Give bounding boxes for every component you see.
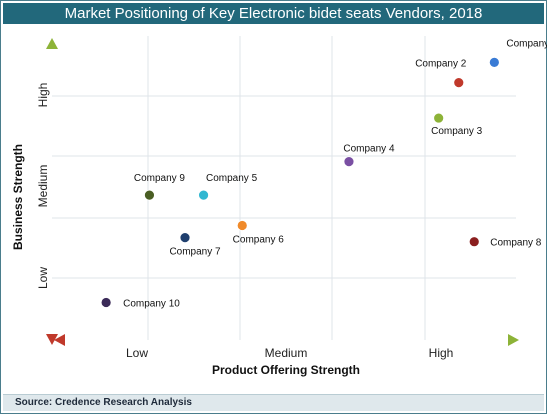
data-point [343, 156, 355, 168]
point-label: Company 3 [431, 126, 483, 137]
point-label: Company 2 [415, 59, 467, 70]
point-label: Company 5 [206, 173, 258, 184]
title-bar: Market Positioning of Key Electronic bid… [3, 3, 544, 24]
chart-title: Market Positioning of Key Electronic bid… [64, 5, 483, 22]
y-tick-label: Medium [36, 165, 50, 208]
data-point [488, 56, 500, 68]
grid-lines [52, 36, 516, 340]
point-labels: Company 1 Company 2 Company 3 Company 4 Comp… [123, 38, 547, 309]
point-label: Company 6 [233, 234, 285, 245]
data-point [453, 77, 465, 89]
point-label: Company 7 [169, 247, 221, 258]
data-point [433, 112, 445, 124]
y-axis-title: Business Strength [11, 144, 25, 250]
point-label: Company 9 [134, 173, 186, 184]
source-note: Source: Credence Research Analysis [15, 397, 192, 408]
point-label: Company 1 [506, 38, 547, 49]
point-label: Company 4 [343, 144, 395, 155]
axes [46, 38, 519, 346]
x-tick-label: Medium [265, 346, 308, 360]
y-axis-tail-arrow [46, 334, 58, 345]
x-axis-title: Product Offering Strength [212, 363, 360, 377]
point-label: Company 8 [490, 238, 542, 249]
x-tick-label: Low [126, 346, 148, 360]
tick-labels: Low Medium High Low Medium High [36, 83, 453, 360]
x-axis-arrowhead [508, 334, 519, 346]
data-point [100, 297, 112, 308]
x-axis-tail-arrow [54, 334, 65, 346]
data-point [468, 236, 480, 248]
source-bar: Source: Credence Research Analysis [3, 394, 544, 411]
x-tick-label: High [429, 346, 454, 360]
data-point [236, 220, 248, 231]
data-point [198, 189, 209, 201]
y-tick-label: Low [36, 267, 50, 289]
data-points [100, 56, 500, 308]
data-point [179, 232, 191, 244]
data-point [144, 189, 155, 201]
point-label: Company 10 [123, 299, 180, 310]
y-tick-label: High [36, 83, 50, 108]
y-axis-arrowhead [46, 38, 58, 49]
